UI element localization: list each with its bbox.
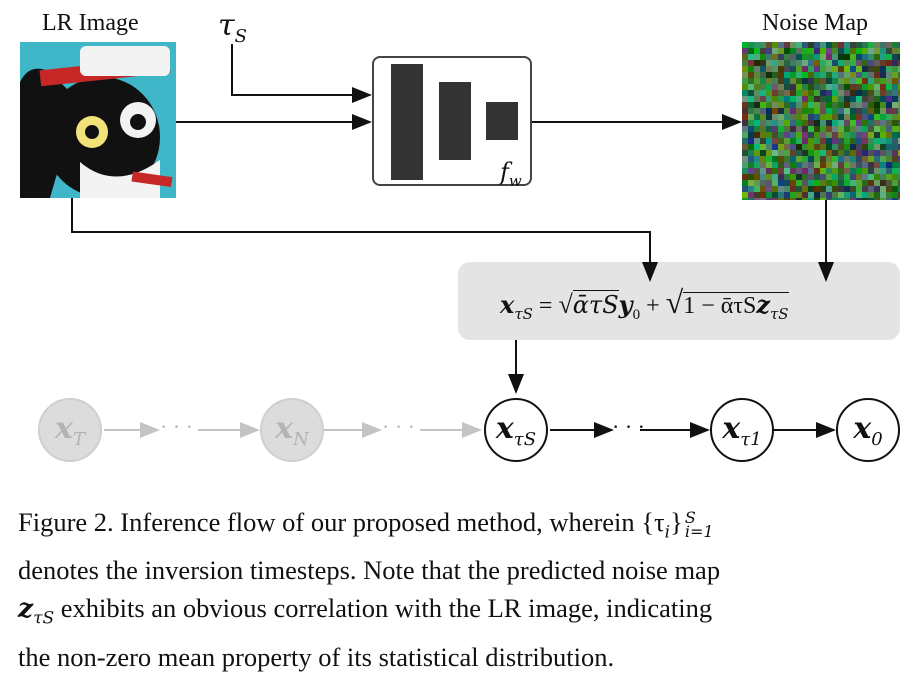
- caption-line-3: zτS exhibits an obvious correlation with…: [18, 593, 713, 629]
- ellipsis-2: · · ·: [382, 414, 415, 439]
- node-x-T: xT: [38, 398, 102, 462]
- lr-image-label: LR Image: [42, 10, 139, 36]
- node-x-0: x0: [836, 398, 900, 462]
- node-x-N: xN: [260, 398, 324, 462]
- network-label: fw: [500, 158, 522, 190]
- network-layer-3: [486, 102, 518, 140]
- lr-image: [20, 42, 176, 198]
- arrow-tau-to-net: [231, 44, 372, 103]
- arrow-lr-to-formula: [71, 198, 658, 282]
- tau-s-label: τS: [218, 8, 247, 47]
- node-x-tau-S: xτS: [484, 398, 548, 462]
- ellipsis-1: · · ·: [160, 414, 193, 439]
- caption-line-4: the non-zero mean property of its statis…: [18, 641, 615, 672]
- noise-map-label: Noise Map: [762, 10, 868, 36]
- forward-formula: xτS = √ᾱτSy0 + √1 − ᾱτSzτS: [500, 284, 789, 323]
- caption-line-1: Figure 2. Inference flow of our proposed…: [18, 507, 714, 543]
- noise-map-image: [742, 42, 900, 200]
- node-x-tau-1: xτ1: [710, 398, 774, 462]
- figure-caption: Figure 2. Inference flow of our proposed…: [18, 503, 908, 676]
- ellipsis-3: · · ·: [612, 414, 645, 439]
- network-layer-2: [439, 82, 471, 160]
- network-fw: fw: [372, 56, 532, 190]
- network-layer-1: [391, 64, 423, 180]
- caption-line-2: denotes the inversion timesteps. Note th…: [18, 555, 721, 586]
